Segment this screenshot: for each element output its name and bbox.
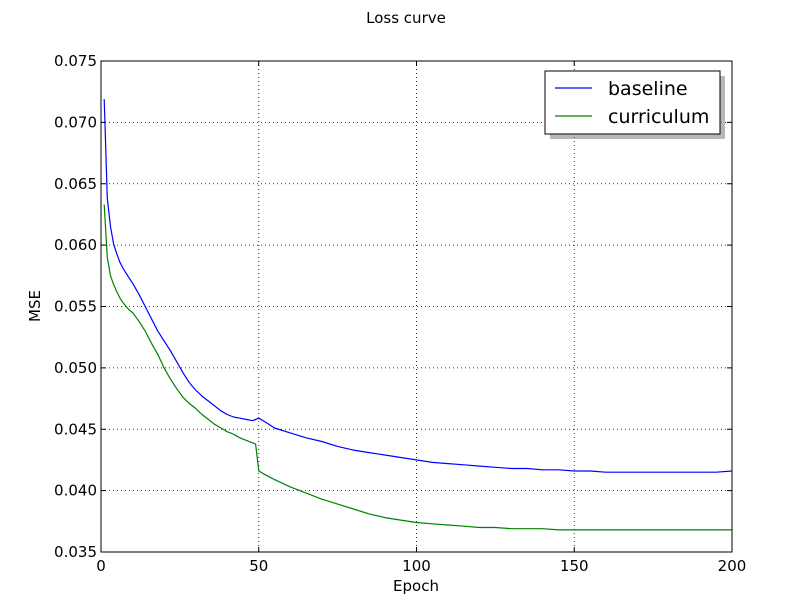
y-tick-label: 0.070 [54, 113, 97, 131]
y-tick-label: 0.065 [54, 175, 97, 193]
series-line-curriculum [103, 204, 732, 531]
plot-background [101, 61, 732, 552]
x-axis-label: Epoch [393, 577, 439, 595]
y-axis-label: MSE [26, 290, 44, 322]
legend: baseline curriculum [544, 70, 725, 139]
y-tick-label: 0.075 [54, 52, 97, 70]
plot-area: 0 50 100 150 200 0.035 0.040 0.045 0.050 0.055 0.0… [54, 52, 746, 575]
chart-title: Loss curve [366, 9, 446, 27]
x-tick-label: 50 [249, 557, 268, 575]
y-tick-label: 0.050 [54, 359, 97, 377]
y-tick-label: 0.055 [54, 298, 97, 316]
legend-entries: baseline curriculum [555, 78, 709, 128]
legend-label-curriculum: curriculum [608, 106, 709, 128]
x-tick-label: 150 [560, 557, 589, 575]
x-tick-label: 200 [718, 557, 747, 575]
series-layer [103, 99, 733, 531]
legend-box [544, 70, 721, 135]
y-tick-label: 0.060 [54, 236, 97, 254]
y-tick-label: 0.045 [54, 420, 97, 438]
x-tick-label: 100 [402, 557, 431, 575]
y-tick-label: 0.035 [54, 543, 97, 561]
x-tick-label: 0 [96, 557, 106, 575]
y-tick-label: 0.040 [54, 482, 97, 500]
axis-ticks [100, 60, 733, 553]
legend-label-baseline: baseline [608, 78, 688, 100]
series-line-baseline [103, 99, 733, 473]
axis-tick-labels: 0 50 100 150 200 0.035 0.040 0.045 0.050 0.055 0.0… [54, 52, 746, 575]
